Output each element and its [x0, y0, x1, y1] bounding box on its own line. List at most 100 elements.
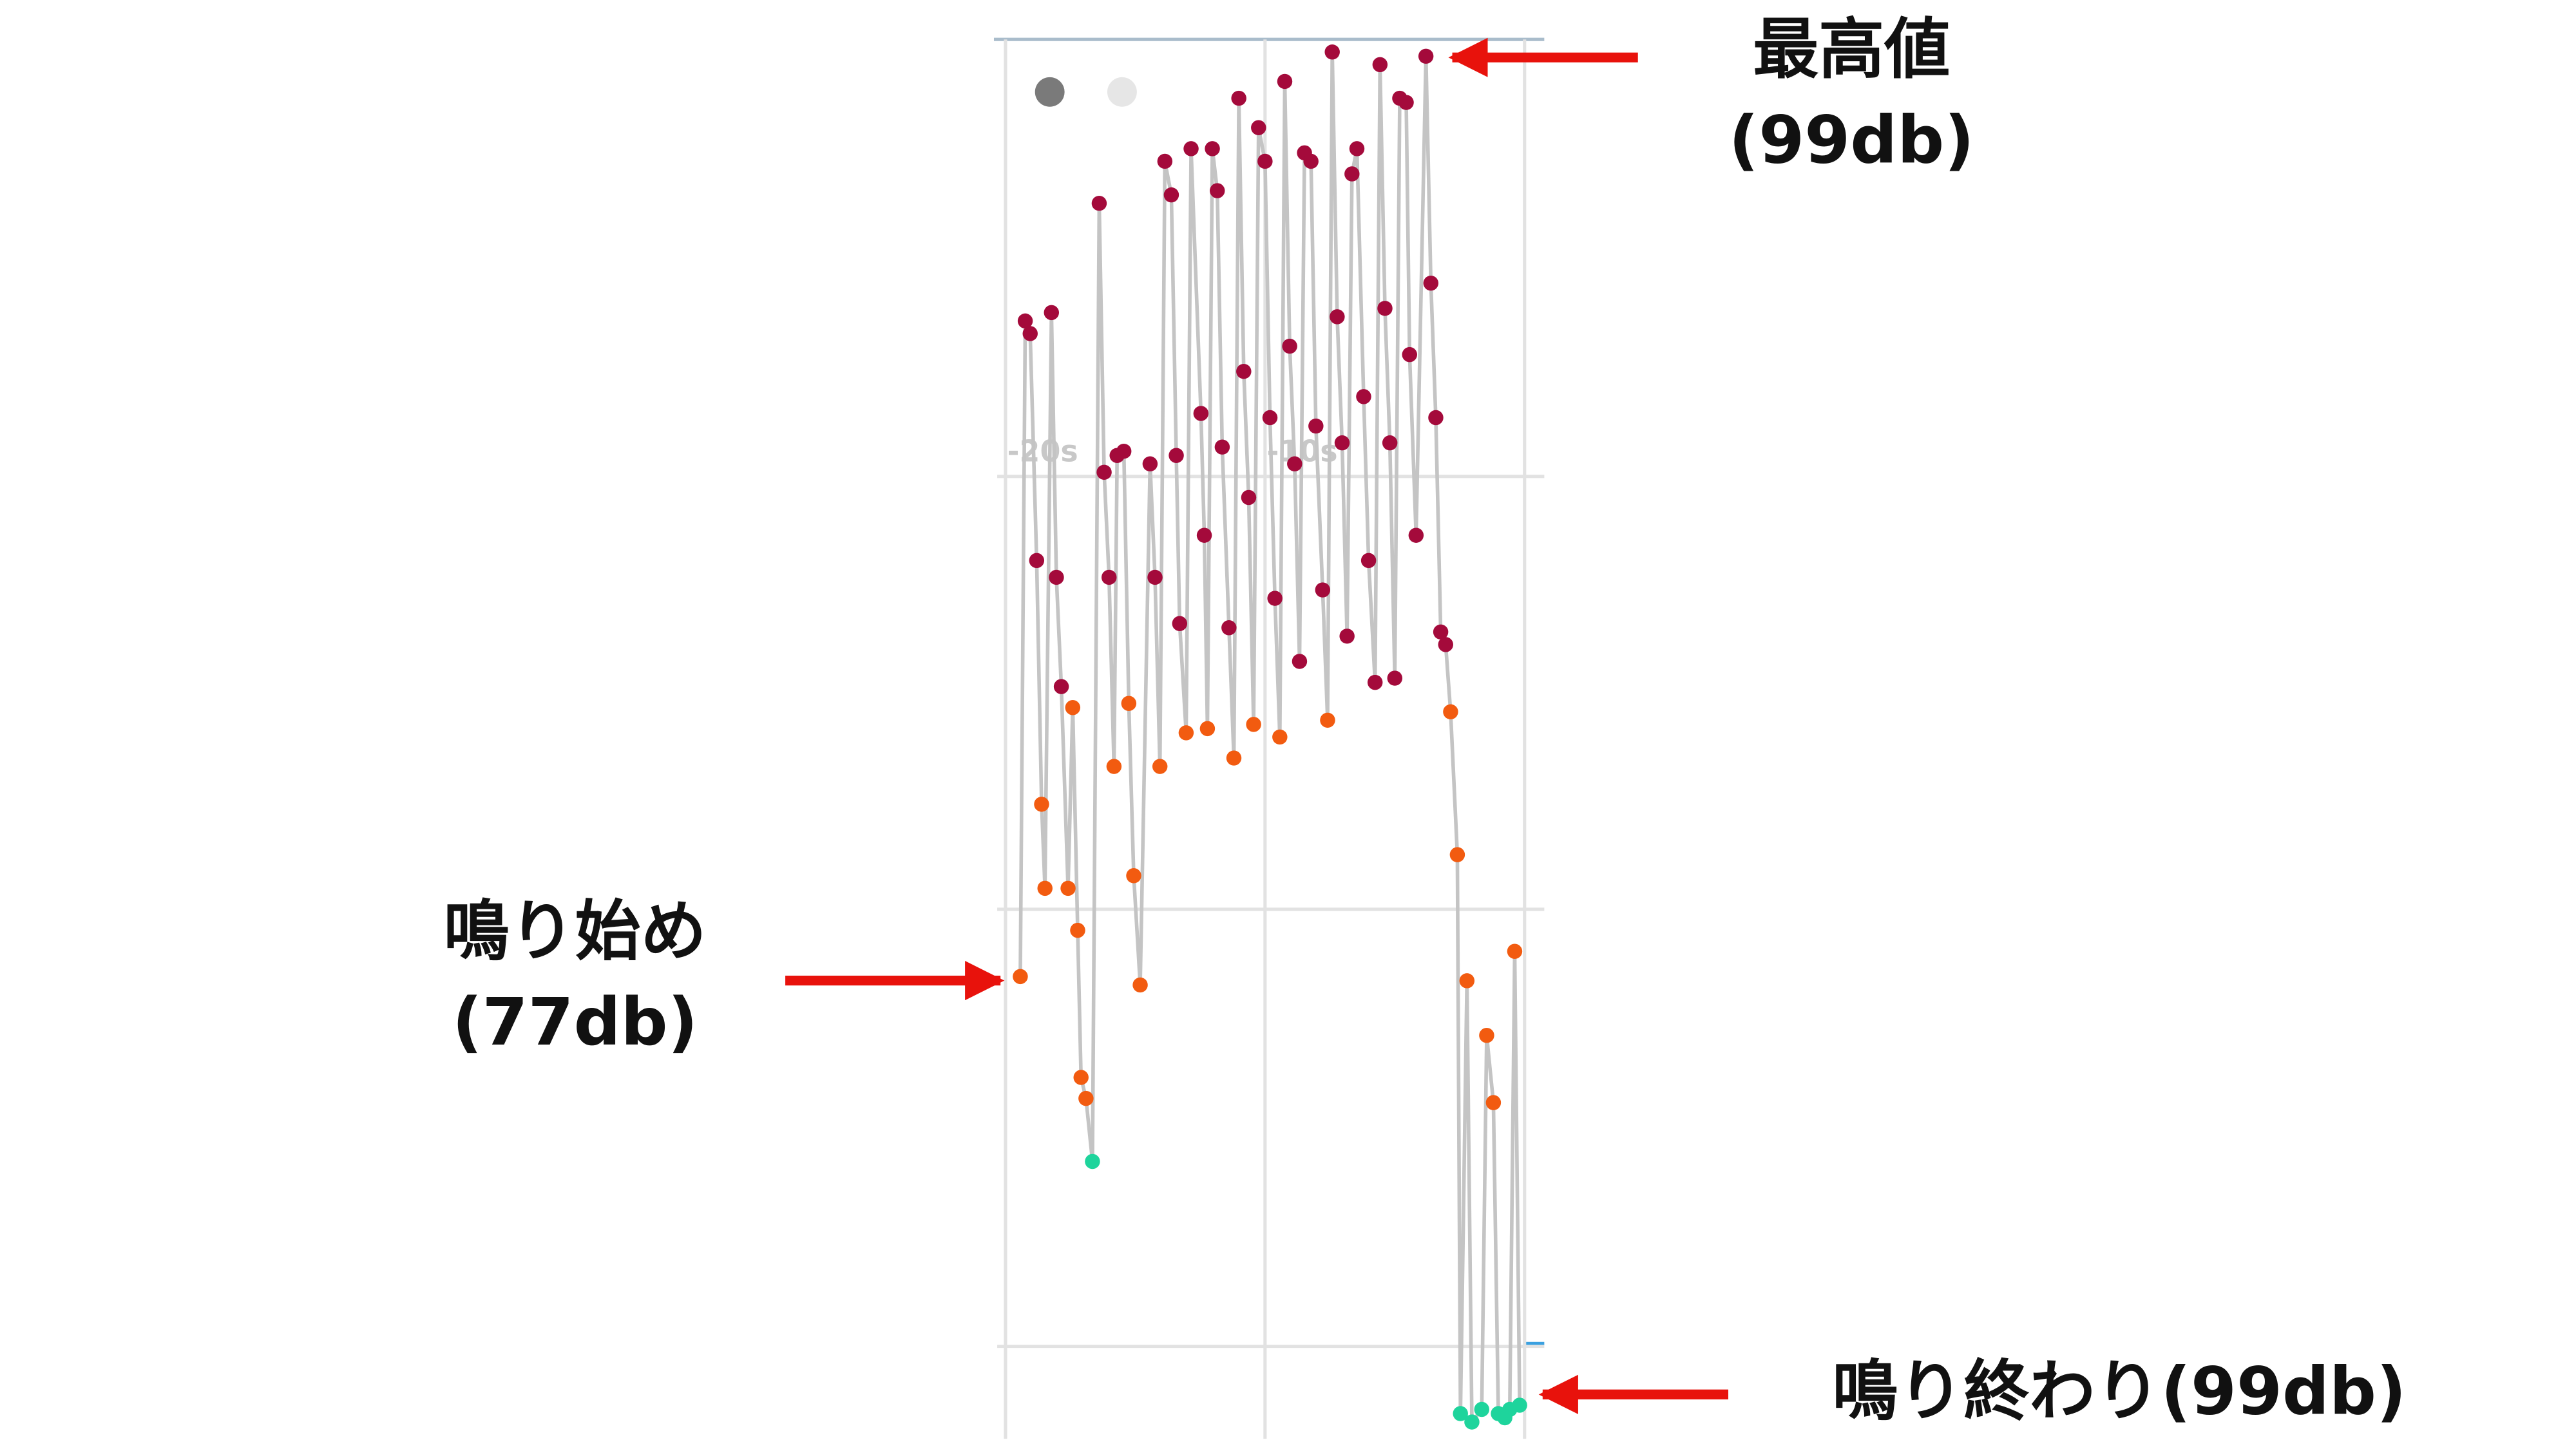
plot — [1013, 44, 1527, 1430]
data-point — [1320, 712, 1335, 728]
line — [1018, 52, 1522, 1428]
data-point — [1065, 700, 1081, 715]
data-point — [1372, 57, 1388, 73]
data-point — [1116, 443, 1132, 459]
data-point — [1292, 654, 1308, 669]
data-point — [1121, 696, 1137, 711]
data-point — [1157, 153, 1173, 169]
data-point — [1449, 847, 1465, 862]
data-point — [1344, 166, 1360, 182]
data-point — [1428, 410, 1444, 426]
data-point — [1277, 73, 1293, 90]
data-point — [1236, 363, 1252, 379]
data-point — [1106, 759, 1122, 774]
data-point — [1044, 305, 1060, 321]
data-point — [1070, 922, 1085, 938]
data-point — [1132, 977, 1148, 993]
data-point — [1367, 674, 1383, 690]
data-point — [1017, 313, 1033, 329]
data-point — [1073, 1070, 1089, 1085]
data-point — [1398, 95, 1414, 110]
data-point — [1433, 624, 1449, 640]
data-point — [1053, 679, 1069, 694]
data-point — [1443, 704, 1458, 720]
legend-dot — [1035, 77, 1065, 107]
data-point — [1377, 301, 1393, 316]
data-point — [1022, 326, 1038, 341]
data-point — [1178, 725, 1194, 741]
data-point — [1246, 717, 1261, 732]
data-point — [1037, 880, 1053, 896]
data-point — [1169, 448, 1184, 463]
data-point — [1485, 1095, 1502, 1110]
data-point — [1474, 1401, 1489, 1417]
data-point — [1226, 750, 1242, 766]
data-point — [1078, 1090, 1094, 1106]
data-point — [1126, 868, 1141, 884]
data-point — [1387, 670, 1403, 686]
data-point — [1464, 1414, 1480, 1430]
data-point — [1199, 721, 1216, 737]
data-point — [1214, 439, 1230, 455]
data-point — [1423, 275, 1439, 291]
data-point — [1257, 153, 1273, 169]
annotation: 鳴り終わり(99db) — [1832, 1354, 2406, 1430]
data-point — [1142, 456, 1158, 472]
data-point — [1205, 141, 1220, 156]
data-point — [1339, 629, 1355, 644]
annotation: (77db) — [452, 984, 698, 1061]
data-point — [1287, 456, 1302, 472]
data-point — [1512, 1397, 1527, 1413]
data-point — [1356, 389, 1371, 404]
annotation: 鳴り始め — [444, 894, 707, 971]
x-tick-label: -20s — [1007, 433, 1078, 468]
data-point — [1049, 569, 1064, 585]
data-point — [1147, 569, 1163, 585]
data-point — [1091, 195, 1107, 211]
data-point — [1231, 90, 1246, 106]
data-point — [1013, 969, 1028, 985]
data-point — [1382, 435, 1398, 451]
data-point — [1172, 616, 1188, 631]
data-point — [1349, 141, 1365, 156]
data-point — [1459, 973, 1475, 989]
legend-dot — [1107, 77, 1137, 107]
data-point — [1034, 797, 1049, 812]
annotation: (99db) — [1729, 102, 1974, 178]
data-point — [1315, 582, 1331, 598]
data-point — [1324, 44, 1340, 60]
data-point — [1303, 153, 1319, 169]
data-point — [1267, 591, 1283, 606]
data-point — [1096, 464, 1112, 480]
data-point — [1163, 187, 1179, 203]
data-point — [1196, 527, 1212, 543]
data-point — [1479, 1028, 1494, 1043]
data-point — [1282, 338, 1297, 354]
data-point — [1101, 569, 1117, 585]
data-point — [1272, 729, 1288, 745]
data-point — [1060, 880, 1076, 896]
data-point — [1402, 346, 1417, 363]
data-point — [1251, 120, 1266, 135]
data-point — [1029, 553, 1045, 569]
data-point — [1507, 943, 1523, 959]
data-point — [1360, 553, 1377, 569]
data-point — [1085, 1153, 1100, 1170]
data-point — [1183, 141, 1199, 156]
data-point — [1209, 183, 1225, 198]
data-point — [1453, 1406, 1468, 1421]
data-point — [1193, 406, 1209, 421]
data-point — [1438, 637, 1453, 652]
data-point — [1152, 759, 1168, 774]
data-point — [1262, 410, 1278, 426]
data-point — [1408, 527, 1424, 543]
data-point — [1418, 48, 1434, 64]
data-point — [1241, 489, 1257, 506]
annotation: 最高値 — [1753, 12, 1950, 88]
data-point — [1334, 435, 1350, 451]
data-point — [1308, 418, 1324, 434]
data-point — [1221, 620, 1237, 636]
data-point — [1330, 309, 1345, 325]
